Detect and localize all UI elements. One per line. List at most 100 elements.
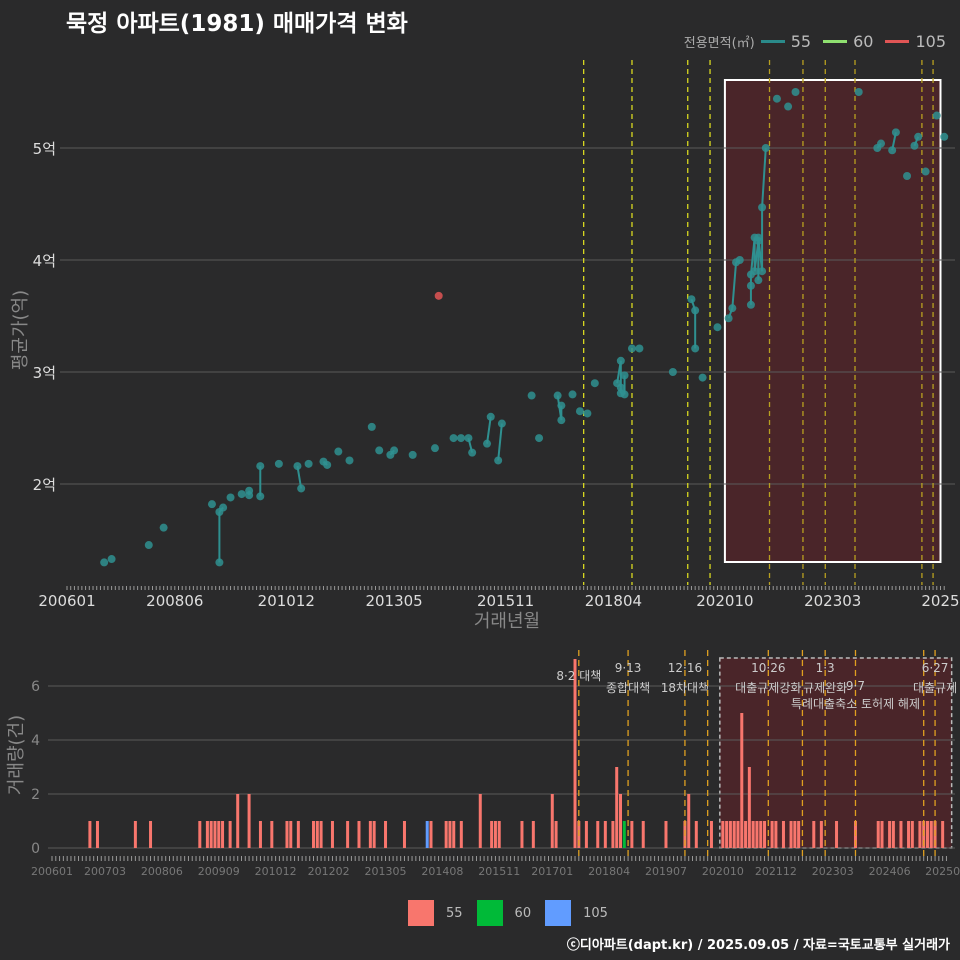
volume-bar-55 — [747, 767, 751, 848]
price-point-55 — [620, 371, 629, 380]
price-point-55 — [486, 412, 495, 421]
event-description: 대출규제강화 — [735, 681, 801, 695]
price-point-55 — [457, 434, 466, 443]
volume-bar-55 — [925, 821, 929, 848]
x-tick-label: 201305 — [365, 592, 422, 610]
price-point-55 — [713, 323, 722, 332]
price-point-55 — [464, 434, 473, 443]
volume-bar-55 — [444, 821, 448, 848]
price-line-segment — [761, 147, 767, 208]
volume-bar-55 — [664, 821, 668, 848]
volume-bar-55 — [217, 821, 221, 848]
x-tick-label: 200601 — [31, 865, 73, 878]
price-point-55 — [390, 446, 399, 455]
volume-bar-55 — [133, 821, 137, 848]
price-line-segment — [497, 423, 503, 461]
volume-bar-55 — [497, 821, 501, 848]
price-point-55 — [691, 306, 700, 315]
y-tick-label: 4억 — [33, 252, 56, 270]
price-point-55 — [468, 448, 477, 457]
y-tick-label: 3억 — [33, 364, 56, 382]
volume-bar-55 — [880, 821, 884, 848]
volume-bar-55 — [289, 821, 293, 848]
price-point-55 — [553, 391, 562, 400]
price-point-55 — [758, 203, 767, 212]
volume-bar-55 — [899, 821, 903, 848]
volume-bar-55 — [285, 821, 289, 848]
price-point-55 — [735, 256, 744, 264]
legend-title: 전용면적(㎡) — [683, 36, 755, 51]
price-point-55 — [691, 344, 700, 353]
volume-bar-55 — [402, 821, 406, 848]
price-point-55 — [940, 132, 949, 141]
volume-bar-55 — [603, 821, 607, 848]
x-tick-label: 200806 — [141, 865, 183, 878]
x-tick-label: 202010 — [702, 865, 744, 878]
legend-volume: 55 60 105 — [408, 900, 622, 926]
volume-bar-55 — [694, 821, 698, 848]
price-point-55 — [367, 422, 376, 431]
volume-bar-55 — [247, 794, 251, 848]
price-point-55 — [761, 144, 770, 152]
y-tick-label: 2 — [31, 787, 40, 803]
price-point-55 — [256, 492, 265, 501]
legend-label-55: 55 — [790, 32, 812, 51]
volume-bar-55 — [319, 821, 323, 848]
volume-bar-55 — [315, 821, 319, 848]
event-date-label: 12·16 — [668, 661, 702, 675]
x-tick-label: 201511 — [477, 592, 534, 610]
y-tick-label: 6 — [31, 679, 40, 695]
volume-bar-55 — [384, 821, 388, 848]
price-point-55 — [483, 439, 492, 448]
x-tick-label: 202010 — [696, 592, 753, 610]
price-point-55 — [215, 558, 224, 567]
price-point-55 — [159, 523, 168, 532]
legend-swatch-60 — [476, 900, 503, 926]
volume-bar-55 — [209, 821, 213, 848]
x-tick-label: 201701 — [531, 865, 573, 878]
volume-bar-55 — [296, 821, 300, 848]
price-point-55 — [750, 267, 759, 276]
price-point-55 — [494, 456, 503, 465]
volume-bar-105 — [425, 821, 429, 848]
volume-bar-55 — [876, 821, 880, 848]
event-date-label: 1·3 — [816, 661, 835, 675]
y-tick-label: 0 — [31, 841, 40, 857]
price-point-55 — [207, 500, 216, 509]
volume-bar-55 — [797, 821, 801, 848]
x-tick-label: 202406 — [869, 865, 911, 878]
price-point-55 — [754, 276, 763, 285]
price-point-55 — [932, 111, 941, 120]
price-point-55 — [903, 172, 912, 180]
legend-label-60: 60 — [853, 32, 874, 51]
event-date-label: 6·27 — [922, 661, 949, 675]
legend-label-105: 105 — [915, 32, 946, 51]
volume-bar-55 — [615, 767, 619, 848]
price-line-segment — [731, 262, 738, 309]
volume-bar-55 — [835, 821, 839, 848]
volume-bar-55 — [941, 821, 945, 848]
volume-bar-55 — [368, 821, 372, 848]
price-point-55 — [583, 409, 592, 418]
volume-bar-55 — [891, 821, 895, 848]
price-point-55 — [293, 462, 302, 471]
legend-area: 전용면적(㎡) 55 60 105 — [684, 32, 952, 51]
event-date-label: 8·2 대책 — [556, 668, 601, 683]
price-point-55 — [891, 128, 900, 137]
price-point-55 — [219, 503, 228, 512]
highlight-box-volume — [719, 657, 953, 849]
volume-bar-55 — [550, 794, 554, 848]
volume-bar-55 — [763, 821, 767, 848]
volume-bar-55 — [755, 821, 759, 848]
volume-bar-55 — [774, 821, 778, 848]
volume-bar-55 — [751, 821, 755, 848]
legend-swatch-55 — [408, 900, 434, 926]
volume-bar-55 — [270, 821, 274, 848]
x-tick-label: 200601 — [38, 592, 95, 610]
x-tick-label: 201907 — [645, 865, 687, 878]
price-point-55 — [888, 146, 897, 155]
x-tick-label: 201305 — [365, 865, 407, 878]
price-point-55 — [557, 416, 566, 425]
volume-bar-55 — [236, 794, 240, 848]
volume-bar-55 — [213, 821, 217, 848]
